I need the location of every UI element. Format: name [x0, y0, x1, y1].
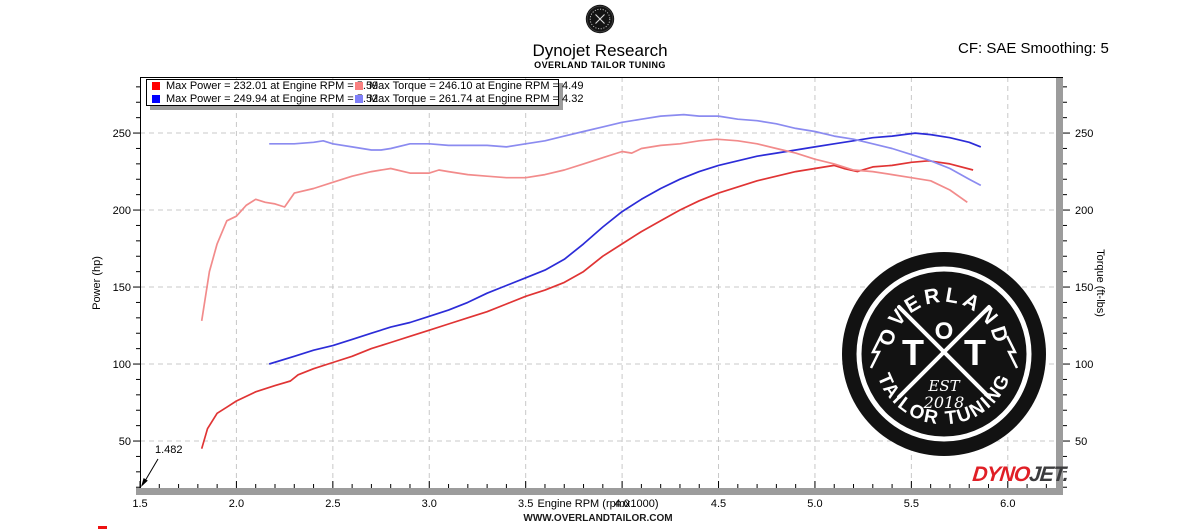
axis-tick-labels: 1.5 2.0 2.5 3.0 3.5 4.0 4.5 5.0 5.5 6.0 50 50 100 100…: [113, 128, 1094, 510]
axis-ticks: [133, 86, 1070, 488]
legend-label: Max Torque = 246.10 at Engine RPM = 4.49: [369, 80, 584, 92]
svg-text:100: 100: [1075, 359, 1093, 371]
header-brand-badge-icon: [585, 4, 615, 34]
svg-text:2.5: 2.5: [325, 498, 340, 510]
legend-swatch-lightblue: [355, 95, 363, 103]
cutoff-red-fragment: [98, 526, 107, 529]
lightning-bolt-icon: [1005, 335, 1019, 369]
svg-text:50: 50: [119, 436, 131, 448]
svg-text:5.0: 5.0: [807, 498, 822, 510]
legend-item-torque-run2: Max Torque = 261.74 at Engine RPM = 4.32: [355, 93, 583, 105]
website-label: WWW.OVERLANDTAILOR.COM: [523, 513, 673, 524]
legend-item-power-run2: Max Power = 249.94 at Engine RPM = 5.52: [152, 93, 378, 105]
smoothing-label: CF: SAE Smoothing: 5: [958, 40, 1109, 57]
badge-est-text: EST: [927, 377, 960, 395]
badge-year-text: 2018: [923, 393, 965, 412]
legend-label: Max Torque = 261.74 at Engine RPM = 4.32: [369, 93, 584, 105]
svg-text:2.0: 2.0: [229, 498, 244, 510]
badge-left-letter: T: [902, 332, 924, 373]
y-axis-title-left: Power (hp): [91, 256, 103, 310]
svg-text:100: 100: [113, 359, 131, 371]
svg-text:250: 250: [113, 128, 131, 140]
legend-label: Max Power = 232.01 at Engine RPM = 5.59: [166, 80, 379, 92]
legend-item-power-run1: Max Power = 232.01 at Engine RPM = 5.59: [152, 80, 378, 92]
svg-text:250: 250: [1075, 128, 1093, 140]
page-title: Dynojet Research: [532, 41, 668, 60]
legend-item-torque-run1: Max Torque = 246.10 at Engine RPM = 4.49: [355, 80, 583, 92]
dynojet-logo: DYNOJET.: [949, 463, 1070, 487]
lightning-bolt-icon: [869, 335, 883, 369]
svg-text:5.5: 5.5: [904, 498, 919, 510]
x-axis-title: Engine RPM (rpmx1000): [537, 498, 659, 510]
plot-frame: [136, 77, 1063, 495]
legend-swatch-salmon: [355, 82, 363, 90]
badge-ring: [856, 266, 1032, 442]
annotation-arrow: [141, 458, 159, 487]
dyno-curves: [200, 113, 982, 449]
dynojet-logo-jet: JET.: [1028, 463, 1070, 486]
svg-text:3.0: 3.0: [422, 498, 437, 510]
annotation-label: 1.482: [155, 444, 183, 456]
svg-text:1.5: 1.5: [132, 498, 147, 510]
svg-text:4.5: 4.5: [711, 498, 726, 510]
watermark-badge: OVERLAND TAILOR TUNING T T O EST 2018: [842, 252, 1046, 456]
y-axis-title-right: Torque (ft-lbs): [1094, 249, 1106, 317]
svg-text:3.5: 3.5: [518, 498, 533, 510]
svg-text:6.0: 6.0: [1000, 498, 1015, 510]
svg-text:200: 200: [1075, 205, 1093, 217]
badge-right-letter: T: [964, 332, 986, 373]
page-subtitle: OVERLAND TAILOR TUNING: [534, 60, 666, 70]
svg-text:200: 200: [113, 205, 131, 217]
svg-text:4.0: 4.0: [614, 498, 629, 510]
legend-swatch-red: [152, 82, 160, 90]
svg-text:50: 50: [1075, 436, 1087, 448]
legend-swatch-blue: [152, 95, 160, 103]
crossed-tool-icon: [897, 305, 991, 399]
svg-text:150: 150: [113, 282, 131, 294]
badge-center-letter: O: [935, 318, 954, 345]
dynojet-logo-dyno: DYNO: [971, 463, 1031, 486]
chart-legend: Max Power = 232.01 at Engine RPM = 5.59 …: [146, 79, 583, 106]
legend-label: Max Power = 249.94 at Engine RPM = 5.52: [166, 93, 379, 105]
svg-text:150: 150: [1075, 282, 1093, 294]
